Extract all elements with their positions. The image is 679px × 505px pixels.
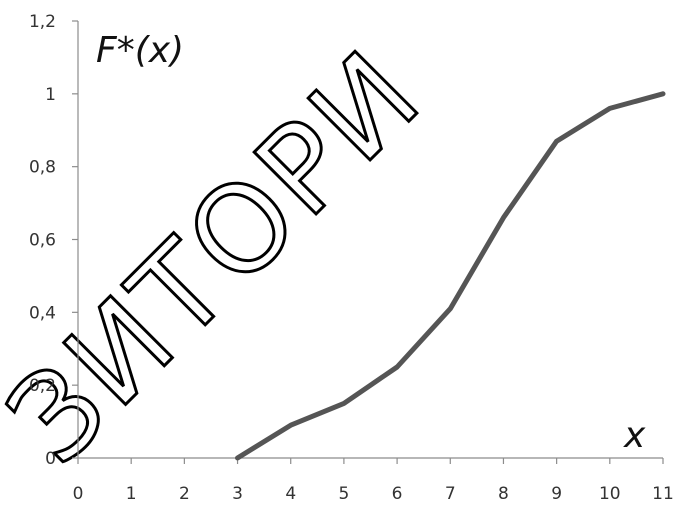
x-tick-label: 5 <box>338 484 349 504</box>
x-tick-label: 9 <box>551 484 562 504</box>
series-layer <box>235 91 666 461</box>
watermark: ЗИТОРИ <box>0 23 450 492</box>
x-tick-label: 3 <box>232 484 243 504</box>
x-axis-ticks: 0 1 2 3 4 5 6 7 8 9 10 11 <box>73 458 674 504</box>
x-tick-label: 8 <box>498 484 509 504</box>
y-axis-ticks: 0 0,2 0,4 0,6 0,8 1 1,2 <box>29 12 78 469</box>
x-tick-label: 6 <box>392 484 403 504</box>
y-tick-label: 0,8 <box>29 158 56 178</box>
y-axis-label: F*(x) <box>96 30 184 71</box>
x-axis-label: x <box>623 415 646 456</box>
y-tick-label: 0 <box>45 449 56 469</box>
x-tick-label: 4 <box>285 484 296 504</box>
x-tick-label: 10 <box>599 484 621 504</box>
x-tick-label: 1 <box>126 484 137 504</box>
x-tick-label: 11 <box>652 484 674 504</box>
x-tick-label: 0 <box>73 484 84 504</box>
y-tick-label: 1 <box>45 85 56 105</box>
x-tick-label: 2 <box>179 484 190 504</box>
y-tick-label: 0,2 <box>29 376 56 396</box>
y-tick-label: 1,2 <box>29 12 56 32</box>
y-tick-label: 0,4 <box>29 303 56 323</box>
watermark-text: ЗИТОРИ <box>0 24 449 490</box>
series-line <box>235 91 666 461</box>
x-tick-label: 7 <box>445 484 456 504</box>
y-tick-label: 0,6 <box>29 231 56 251</box>
